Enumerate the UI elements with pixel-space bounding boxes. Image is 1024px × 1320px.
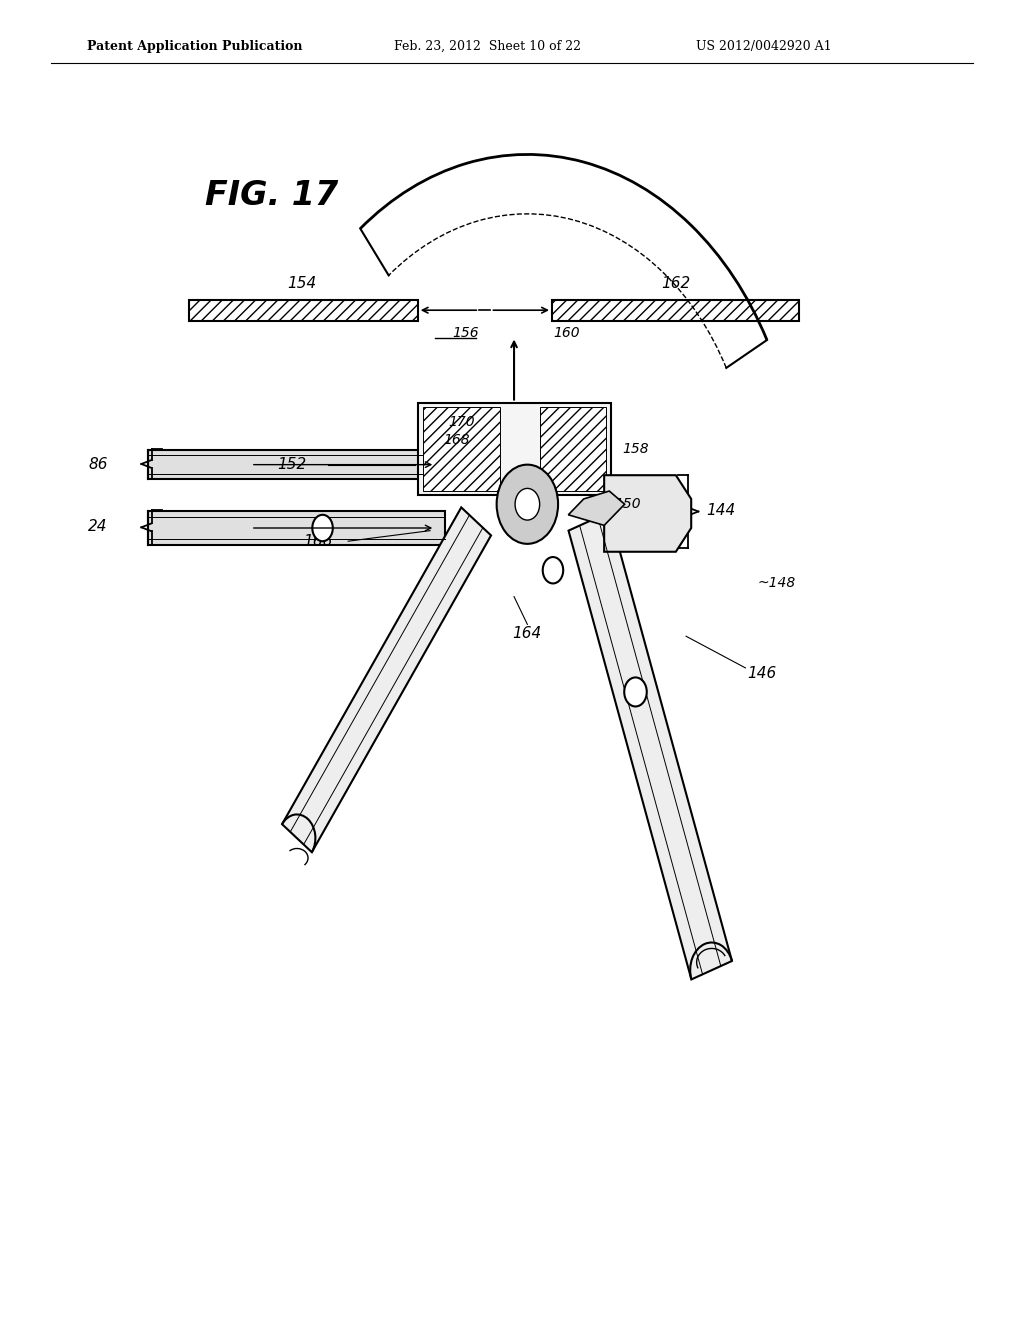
Polygon shape [148,450,445,479]
Polygon shape [568,491,625,525]
Polygon shape [540,407,606,491]
Text: 146: 146 [748,665,777,681]
Text: 86: 86 [88,457,108,473]
Polygon shape [418,403,611,495]
Polygon shape [423,407,500,491]
Text: ~148: ~148 [758,577,796,590]
Text: 170: 170 [449,416,475,429]
Circle shape [543,557,563,583]
Text: US 2012/0042920 A1: US 2012/0042920 A1 [696,40,831,53]
Text: 154: 154 [288,276,316,292]
Circle shape [515,488,540,520]
Text: Feb. 23, 2012  Sheet 10 of 22: Feb. 23, 2012 Sheet 10 of 22 [394,40,582,53]
Text: 166: 166 [303,533,332,549]
Circle shape [625,677,647,706]
Text: 164: 164 [513,626,542,642]
Circle shape [497,465,558,544]
Text: 156: 156 [453,326,479,339]
Text: 150: 150 [614,498,641,511]
Polygon shape [148,511,445,545]
Text: 152: 152 [278,457,306,473]
Polygon shape [604,475,691,552]
Text: 168: 168 [443,433,470,446]
Text: Patent Application Publication: Patent Application Publication [87,40,302,53]
Circle shape [312,515,333,541]
Polygon shape [189,300,418,321]
Text: FIG. 17: FIG. 17 [205,178,338,211]
Polygon shape [552,300,799,321]
Text: 24: 24 [88,519,108,535]
Polygon shape [282,507,492,853]
Text: 144: 144 [707,503,736,519]
Text: 158: 158 [623,442,649,455]
Text: 160: 160 [553,326,580,339]
Text: 162: 162 [662,276,690,292]
Polygon shape [568,512,732,979]
